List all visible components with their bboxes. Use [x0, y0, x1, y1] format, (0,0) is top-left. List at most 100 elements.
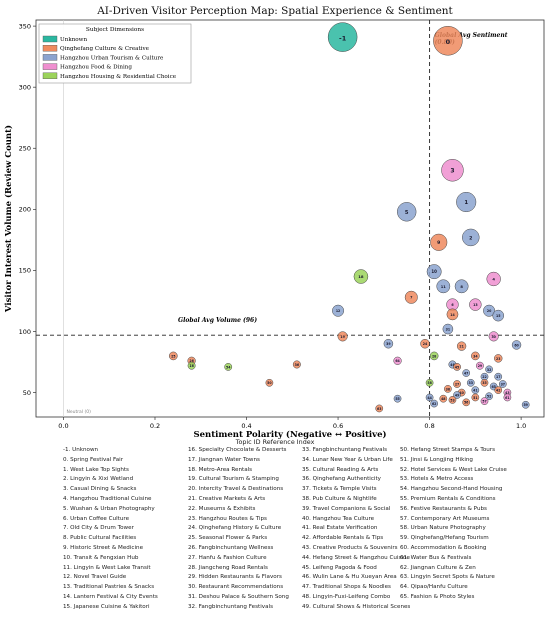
reference-index-item: 36. Qinghefang Authenticity — [302, 476, 381, 483]
reference-index-item: 65. Fashion & Photo Styles — [400, 594, 475, 600]
reference-index-item: 13. Traditional Pastries & Snacks — [63, 584, 155, 591]
reference-index-item: 33. Fangbinchuntang Festivals — [302, 447, 387, 453]
data-point-62 — [430, 399, 439, 408]
data-point-19 — [337, 331, 348, 342]
data-label-13: 13 — [473, 303, 478, 307]
legend-swatch — [42, 35, 58, 43]
data-label-62: 62 — [432, 402, 436, 406]
data-label-47: 47 — [464, 371, 468, 375]
reference-index-item: 35. Cultural Reading & Arts — [302, 466, 379, 473]
data-label-22: 22 — [482, 375, 486, 379]
data-label-44: 44 — [427, 396, 432, 400]
reference-index-item: 39. Travel Companions & Social — [302, 505, 391, 512]
y-tick-label: 250 — [19, 145, 31, 153]
data-point-54 — [224, 363, 233, 371]
data-label-61: 61 — [505, 396, 509, 400]
reference-index-item: 12. Novel Travel Guide — [63, 574, 127, 581]
data-label-60: 60 — [514, 343, 519, 347]
data-point-32 — [485, 365, 493, 374]
data-point-49 — [453, 391, 461, 399]
data-label-24: 24 — [423, 342, 428, 346]
reference-index-item: 56. Festive Restaurants & Pubs — [400, 505, 487, 512]
data-point-36 — [292, 360, 301, 369]
reference-index-item: 9. Historic Street & Medicine — [63, 545, 144, 551]
data-point-1 — [456, 191, 477, 213]
data-label-26: 26 — [189, 359, 194, 363]
data-point-58 — [425, 378, 434, 387]
reference-index-item: 51. Jinsi & Longjing Hiking — [400, 456, 473, 463]
data-label-65: 65 — [491, 385, 495, 389]
data-point-24 — [420, 338, 430, 349]
data-label-20: 20 — [487, 309, 492, 313]
y-tick-label: 50 — [23, 389, 31, 397]
data-label-64: 64 — [395, 359, 400, 363]
x-tick-label: 0.4 — [241, 422, 251, 430]
data-point-33 — [466, 378, 475, 387]
data-label-48: 48 — [441, 397, 446, 401]
data-point-61 — [503, 393, 512, 402]
data-point-59 — [521, 400, 530, 409]
reference-index-item: 3. Casual Dining & Snacks — [63, 486, 137, 493]
reference-index-item: 34. Lunar New Year & Urban Life — [302, 456, 393, 463]
data-point-48 — [439, 394, 448, 403]
data-label-14: 14 — [450, 313, 455, 317]
reference-index-item: 19. Cultural Tourism & Stamping — [188, 476, 279, 483]
data-label-57: 57 — [482, 400, 486, 404]
legend-title: Subject Dimensions — [86, 27, 144, 33]
reference-index-item: 44. Hefang Street & Hangzhou Cuisine — [302, 554, 410, 561]
x-axis-label: Sentiment Polarity (Negative ↔ Positive) — [193, 429, 386, 440]
reference-index-item: 8. Public Cultural Facilities — [63, 535, 137, 542]
legend-entry: Qinghefang Culture & Creative — [60, 46, 150, 52]
data-point-31 — [442, 323, 454, 335]
reference-index-item: 26. Fangbinchuntang Wellness — [188, 545, 274, 551]
reference-index-item: 30. Restaurant Recommendations — [188, 584, 284, 591]
reference-index-item: 18. Metro-Area Rentals — [188, 466, 253, 473]
data-label-63: 63 — [377, 407, 381, 411]
data-point-63 — [375, 404, 384, 413]
data-point-29 — [475, 361, 484, 370]
data-label-6: 6 — [451, 303, 454, 307]
y-tick-label: 200 — [19, 206, 31, 214]
x-tick-label: 0.6 — [333, 422, 343, 430]
reference-index-item: 14. Lantern Festival & City Events — [63, 594, 158, 600]
data-label-28: 28 — [432, 354, 437, 358]
data-point-44 — [425, 393, 434, 402]
data-point-56 — [462, 398, 471, 407]
reference-index-item: 62. Jiangnan Culture & Zen — [400, 564, 476, 571]
reference-index-item: 11. Lingyin & West Lake Transit — [63, 564, 151, 571]
data-point-30 — [488, 331, 499, 342]
reference-index-item: 1. West Lake Top Sights — [63, 466, 129, 473]
data-label-17: 17 — [496, 375, 500, 379]
y-tick-label: 350 — [19, 22, 31, 30]
reference-index-item: 63. Lingyin Secret Spots & Nature — [400, 574, 495, 581]
data-label-1: 1 — [464, 200, 468, 206]
legend-swatch — [42, 54, 58, 61]
data-point-55 — [393, 394, 402, 403]
y-tick-label: 100 — [19, 328, 31, 336]
data-label-59: 59 — [523, 403, 528, 407]
data-label-21: 21 — [459, 345, 463, 349]
data-point-25 — [169, 351, 178, 361]
data-point-14 — [446, 308, 459, 321]
data-label-38: 38 — [446, 387, 451, 391]
data-point-27 — [453, 380, 461, 388]
data-label-19: 19 — [340, 335, 345, 339]
data-label-33: 33 — [469, 381, 473, 385]
reference-index-item: 53. Hotels & Metro Access — [400, 476, 474, 483]
reference-index-item: 58. Urban Nature Photography — [400, 525, 486, 532]
reference-index-item: 2. Lingyin & Xixi Wetland — [63, 476, 134, 483]
data-label-30: 30 — [491, 335, 496, 339]
data-label-42: 42 — [496, 389, 500, 393]
neutral-label: Neutral (0) — [66, 409, 91, 415]
data-label-3: 3 — [450, 168, 454, 175]
reference-index-item: -1. Unknown — [63, 447, 99, 453]
data-point-4 — [486, 271, 501, 287]
data-point-42 — [494, 386, 503, 394]
reference-index-item: 23. Hangzhou Routes & Tips — [188, 515, 267, 522]
data-label-46: 46 — [450, 363, 455, 367]
reference-index-item: 61. Water Bus & Festivals — [400, 554, 472, 561]
data-label-37: 37 — [501, 382, 505, 386]
chart-title: AI-Driven Visitor Perception Map: Spatia… — [96, 5, 453, 17]
data-label-15: 15 — [496, 314, 500, 318]
data-label-36: 36 — [295, 363, 300, 367]
